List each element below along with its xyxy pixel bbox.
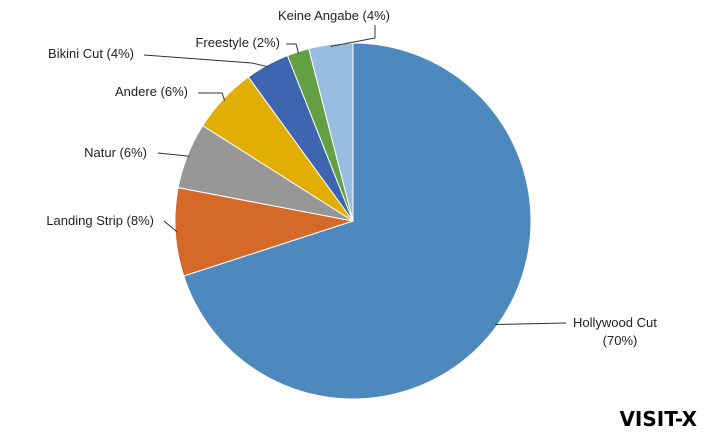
leader-line-4 bbox=[143, 54, 269, 68]
slice-labels: Hollywood Cut (70%) Landing Strip (8%) Natu… bbox=[46, 8, 657, 348]
slice-label-3: Andere (6%) bbox=[115, 84, 188, 99]
slice-label-6: Keine Angabe (4%) bbox=[278, 8, 390, 23]
slice-label-0-line2: (70%) bbox=[603, 333, 638, 348]
pie-slices bbox=[174, 42, 532, 400]
pie-slice-1 bbox=[174, 187, 354, 277]
leader-line-1 bbox=[163, 220, 178, 233]
leader-line-2 bbox=[157, 152, 190, 157]
leader-lines bbox=[143, 25, 567, 325]
leader-line-5 bbox=[286, 43, 300, 54]
slice-label-0: Hollywood Cut bbox=[573, 315, 657, 330]
watermark-logo: VISIT-X bbox=[619, 407, 697, 431]
slice-label-2: Natur (6%) bbox=[84, 145, 147, 160]
leader-line-0 bbox=[495, 322, 567, 325]
leader-line-6 bbox=[330, 25, 376, 47]
slice-label-5: Freestyle (2%) bbox=[195, 35, 280, 50]
slice-label-1: Landing Strip (8%) bbox=[46, 213, 154, 228]
pie-slice-0 bbox=[183, 42, 532, 400]
pie-slice-6 bbox=[308, 42, 354, 222]
slice-label-4: Bikini Cut (4%) bbox=[48, 46, 134, 61]
leader-line-3 bbox=[198, 92, 226, 101]
